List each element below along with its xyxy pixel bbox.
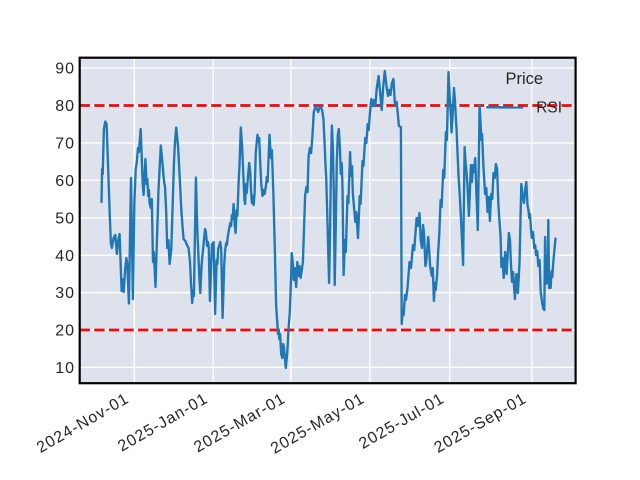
- svg-text:50: 50: [55, 210, 75, 227]
- svg-text:60: 60: [55, 173, 75, 190]
- svg-text:30: 30: [55, 285, 75, 302]
- svg-text:RSI: RSI: [536, 100, 562, 117]
- svg-text:80: 80: [55, 98, 75, 115]
- svg-text:70: 70: [55, 136, 75, 153]
- svg-text:10: 10: [55, 360, 75, 377]
- svg-text:20: 20: [55, 323, 75, 340]
- svg-text:90: 90: [55, 61, 75, 78]
- svg-text:40: 40: [55, 248, 75, 265]
- svg-text:Price: Price: [506, 70, 544, 88]
